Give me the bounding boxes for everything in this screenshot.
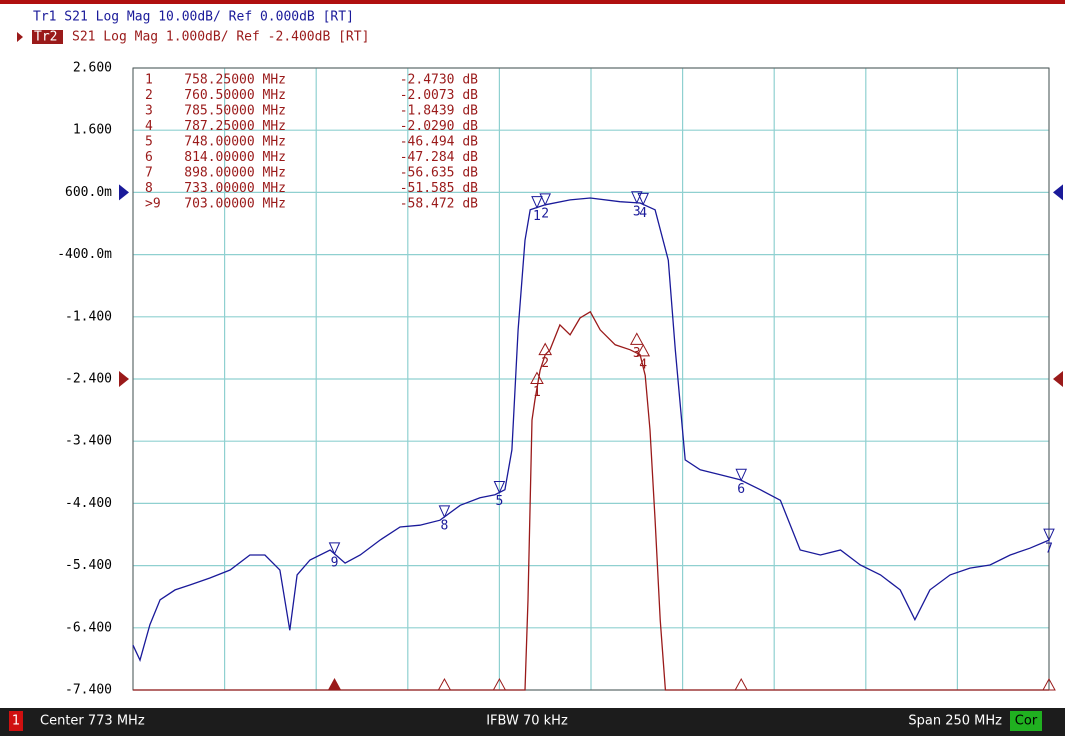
- marker-readout: 814.00000 MHz: [184, 150, 286, 165]
- marker-readout: >9: [145, 197, 161, 212]
- marker-readout: -2.0290 dB: [400, 119, 478, 134]
- trace: [133, 310, 1049, 691]
- trace2-marker: [636, 343, 651, 357]
- trace1-marker: [1043, 528, 1055, 542]
- trace2-marker: [492, 677, 507, 691]
- trace1-marker-label: 6: [737, 482, 745, 497]
- trace2-marker: [327, 677, 342, 691]
- marker-readout: 2: [145, 88, 153, 103]
- marker-readout: 7: [145, 166, 153, 181]
- marker-readout: 787.25000 MHz: [184, 119, 286, 134]
- marker-readout: -46.494 dB: [400, 135, 478, 150]
- correction: Cor: [1015, 714, 1038, 729]
- marker-readout: 758.25000 MHz: [184, 73, 286, 88]
- active-trace-arrow: [17, 32, 23, 42]
- trace: [132, 197, 1050, 662]
- y-tick-label: -5.400: [65, 558, 112, 573]
- trace2-marker: [734, 677, 749, 691]
- trace1-marker-label: 7: [1045, 542, 1053, 557]
- marker-readout: 760.50000 MHz: [184, 88, 286, 103]
- plot-border: [132, 67, 1050, 691]
- trace2-marker-label: 1: [533, 385, 541, 400]
- y-tick-label: -6.400: [65, 620, 112, 635]
- marker-readout: -58.472 dB: [400, 197, 478, 212]
- marker-readout: 703.00000 MHz: [184, 197, 286, 212]
- trace1-marker: [438, 505, 451, 519]
- y-tick-label: -1.400: [65, 309, 112, 324]
- trace1-marker: [631, 191, 643, 204]
- trace2-header: S21 Log Mag 1.000dB/ Ref -2.400dB [RT]: [72, 30, 369, 45]
- marker-readout: -2.4730 dB: [400, 73, 478, 88]
- trace1-marker-label: 9: [331, 555, 339, 570]
- trace1-marker: [637, 192, 649, 206]
- y-tick-label: -4.400: [65, 496, 112, 511]
- marker-readout: 3: [145, 104, 153, 119]
- marker-readout: -47.284 dB: [400, 150, 478, 165]
- trace2-marker: [538, 342, 553, 356]
- ref-marker-left: [119, 184, 129, 201]
- trace2-marker: [629, 332, 644, 345]
- ref-marker-right: [1053, 371, 1063, 387]
- window-border: [0, 0, 1065, 4]
- trace2-marker-label: 3: [633, 346, 641, 361]
- trace1-marker-label: 5: [495, 494, 503, 509]
- status-bar: [0, 708, 1065, 736]
- trace2-marker-label: 2: [541, 356, 549, 371]
- ifbw: IFBW 70 kHz: [486, 714, 568, 729]
- marker-readout: 6: [145, 150, 153, 165]
- y-tick-label: -2.400: [65, 372, 112, 387]
- cor-box: [1010, 711, 1042, 731]
- channel-box: [9, 711, 23, 731]
- marker-readout: 733.00000 MHz: [184, 181, 286, 196]
- trace1-marker-label: 3: [633, 204, 641, 219]
- marker-readout: -51.585 dB: [400, 181, 478, 196]
- trace2-marker: [1042, 677, 1056, 691]
- plot-area: 2.600 1.600 600.0m -400.0m -1.400 -2.400 -3.40…: [57, 61, 1063, 698]
- marker-readout: 785.50000 MHz: [184, 104, 286, 119]
- trace2-tag-box: [32, 30, 63, 44]
- trace1-marker-label: 4: [639, 206, 647, 221]
- trace1-marker-label: 8: [441, 518, 449, 533]
- marker-readout: -56.635 dB: [400, 166, 478, 181]
- y-tick-label: -400.0m: [57, 247, 112, 262]
- y-tick-label: 1.600: [73, 123, 112, 138]
- trace1-header: Tr1 S21 Log Mag 10.00dB/ Ref 0.000dB [RT…: [33, 10, 354, 25]
- trace2-tag: Tr2: [34, 30, 57, 45]
- marker-readout: 5: [145, 135, 153, 150]
- center-freq: Center 773 MHz: [40, 714, 145, 729]
- trace2-marker-label: 4: [639, 357, 647, 372]
- marker-readout: 8: [145, 181, 153, 196]
- span: Span 250 MHz: [908, 714, 1002, 729]
- marker-readout: -1.8439 dB: [400, 104, 478, 119]
- trace1-marker-label: 2: [541, 206, 549, 221]
- y-tick-label: -7.400: [65, 683, 112, 698]
- ref-marker-left: [119, 371, 129, 387]
- trace1-marker: [531, 196, 543, 209]
- marker-readout: 748.00000 MHz: [184, 135, 286, 150]
- trace1-marker: [735, 468, 748, 482]
- marker-readout: -2.0073 dB: [400, 88, 478, 103]
- trace2-marker: [530, 371, 544, 385]
- y-tick-label: -3.400: [65, 434, 112, 449]
- ref-marker-right: [1053, 184, 1063, 201]
- trace1-marker: [328, 542, 341, 556]
- marker-readout: 4: [145, 119, 153, 134]
- channel-number: 1: [12, 714, 20, 729]
- trace1-marker-label: 1: [533, 209, 541, 224]
- y-tick-label: 600.0m: [65, 185, 112, 200]
- y-tick-label: 2.600: [73, 61, 112, 76]
- trace1-marker: [493, 480, 506, 494]
- trace2-marker: [437, 677, 452, 691]
- marker-readout: 898.00000 MHz: [184, 166, 286, 181]
- trace1-marker: [539, 193, 551, 207]
- marker-readout: 1: [145, 73, 153, 88]
